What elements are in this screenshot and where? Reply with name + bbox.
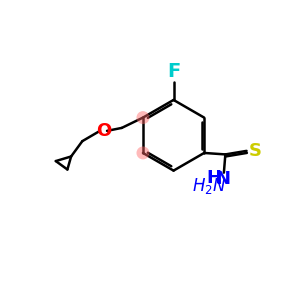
- Text: N: N: [215, 170, 230, 188]
- Text: F: F: [167, 62, 180, 81]
- Text: H: H: [206, 169, 221, 187]
- Text: O: O: [96, 122, 111, 140]
- Text: $H_2N$: $H_2N$: [192, 176, 226, 196]
- Circle shape: [136, 111, 149, 124]
- Text: S: S: [248, 142, 261, 160]
- Circle shape: [136, 146, 149, 159]
